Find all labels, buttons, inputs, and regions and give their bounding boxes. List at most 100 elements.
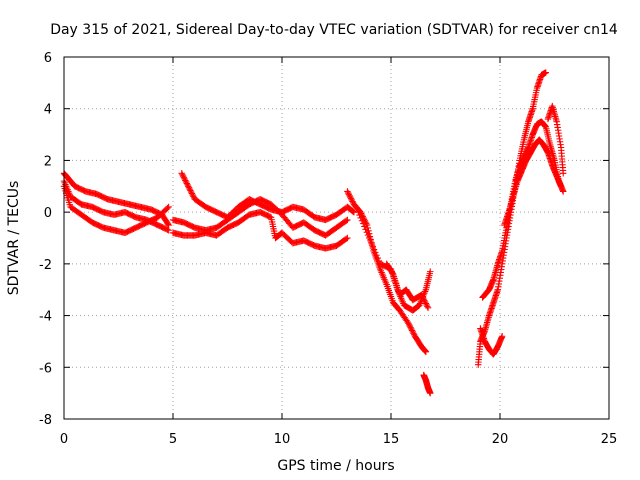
data-point-track-e <box>342 217 350 224</box>
data-point-track-h <box>375 257 383 265</box>
data-point-track-h <box>368 240 375 247</box>
data-point-track-h <box>369 243 377 250</box>
x-tick-label: 5 <box>169 432 177 447</box>
data-point-track-i <box>421 298 429 306</box>
data-point-track-d <box>185 184 193 191</box>
data-point-track-d <box>182 177 189 184</box>
data-point-track-i <box>424 303 431 310</box>
y-tick-label: 6 <box>44 51 52 66</box>
data-point-track-f <box>344 234 351 242</box>
data-point-track-g <box>344 188 351 195</box>
y-tick-label: 0 <box>44 206 52 221</box>
y-tick-label: 2 <box>44 154 52 169</box>
data-point-track-g <box>349 198 356 205</box>
y-tick-label: -6 <box>39 361 52 376</box>
data-point-track-i <box>424 304 432 312</box>
data-point-track-d <box>188 190 196 197</box>
data-point-track-g <box>407 324 414 331</box>
y-axis-label: SDTVAR / TECUs <box>6 181 22 296</box>
grid-lines <box>64 57 609 419</box>
data-point-track-f <box>342 235 350 243</box>
data-point-track-i <box>419 293 426 300</box>
plot-frame <box>63 56 610 420</box>
data-point-track-h <box>427 268 434 275</box>
x-tick-label: 25 <box>601 432 618 447</box>
data-point-track-g <box>405 321 413 328</box>
axis-ticks <box>63 56 610 420</box>
data-point-track-g <box>346 192 353 199</box>
data-point-track-j <box>427 389 434 397</box>
data-point-track-g <box>422 348 430 355</box>
data-point-track-d <box>182 178 190 186</box>
data-point-track-h <box>361 223 368 230</box>
data-point-track-h <box>356 211 363 219</box>
data-point-track-h <box>362 226 369 233</box>
data-point-track-a <box>164 220 172 228</box>
data-point-track-i <box>419 294 427 301</box>
data-point-track-h <box>373 252 380 259</box>
data-point-track-o <box>560 170 567 177</box>
x-axis-label: GPS time / hours <box>277 458 394 474</box>
data-point-track-i <box>418 291 425 299</box>
data-point-track-d <box>180 174 188 181</box>
data-point-track-d <box>181 175 188 183</box>
data-point-track-d <box>186 185 193 193</box>
data-point-track-i <box>422 300 430 307</box>
y-tick-label: 4 <box>44 103 52 118</box>
y-tick-label: -2 <box>39 258 52 273</box>
data-point-track-d <box>187 187 194 194</box>
data-point-track-d <box>179 173 187 180</box>
data-point-track-m <box>560 188 567 195</box>
data-point-track-h <box>366 234 373 242</box>
data-point-track-g <box>406 323 414 330</box>
data-point-track-h <box>374 254 381 262</box>
data-point-track-g <box>405 320 412 327</box>
data-point-track-d <box>190 193 197 200</box>
data-point-track-k <box>542 69 549 76</box>
data-points <box>60 69 567 397</box>
data-point-track-b <box>165 227 172 234</box>
data-point-track-g <box>348 196 355 204</box>
data-point-track-g <box>347 195 355 202</box>
data-point-track-b <box>164 226 171 233</box>
data-point-track-g <box>347 194 354 201</box>
data-point-track-i <box>423 301 430 309</box>
data-point-track-c <box>164 204 171 212</box>
data-point-track-h <box>355 208 362 216</box>
data-point-track-d <box>179 171 186 178</box>
data-point-track-h <box>363 229 370 236</box>
data-point-track-g <box>408 327 416 334</box>
data-point-track-h <box>367 237 374 245</box>
data-point-track-g <box>344 189 352 197</box>
data-point-track-d <box>178 170 185 177</box>
data-point-track-i <box>421 297 428 304</box>
data-point-track-l <box>498 333 506 340</box>
data-point-track-d <box>187 188 195 196</box>
data-point-track-i <box>420 295 427 303</box>
x-tick-label: 10 <box>274 432 291 447</box>
data-point-track-c <box>165 203 172 211</box>
x-tick-label: 0 <box>60 432 68 447</box>
data-point-track-e <box>344 216 351 224</box>
data-point-track-g <box>345 191 353 198</box>
data-point-track-d <box>349 207 356 215</box>
data-point-track-h <box>359 220 367 227</box>
data-point-track-d <box>189 191 196 199</box>
data-point-track-h <box>358 217 366 224</box>
data-point-track-i <box>389 269 396 277</box>
x-tick-label: 20 <box>492 432 509 447</box>
data-point-track-g <box>408 325 415 333</box>
x-tick-label: 15 <box>383 432 400 447</box>
data-point-track-d <box>350 208 357 215</box>
x-tick-labels: 0 5 10 15 20 25 <box>60 432 617 447</box>
chart-title: Day 315 of 2021, Sidereal Day-to-day VTE… <box>50 22 618 38</box>
data-point-track-d <box>184 181 191 189</box>
data-point-track-h <box>357 214 364 222</box>
data-point-track-h <box>372 249 379 256</box>
y-tick-label: -8 <box>39 413 52 428</box>
data-point-track-n <box>557 183 565 190</box>
data-point-track-g <box>410 330 417 337</box>
data-point-track-g <box>409 328 416 336</box>
y-tick-labels: -8 -6 -4 -2 0 2 4 6 <box>39 51 52 428</box>
